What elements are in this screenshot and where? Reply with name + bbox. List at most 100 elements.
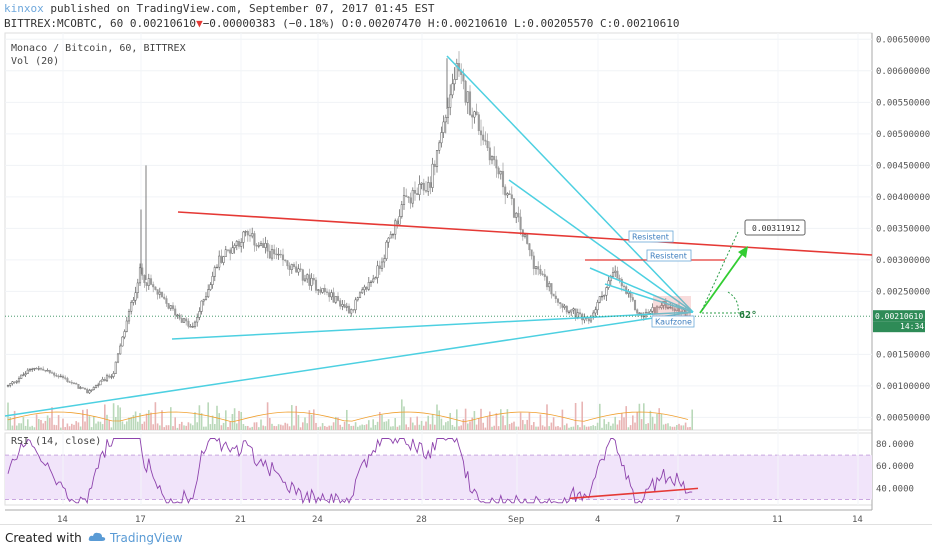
author-link[interactable]: kinxox (4, 2, 44, 15)
candle-body (279, 253, 282, 256)
volume-bar (392, 426, 394, 430)
volume-bar (491, 426, 493, 430)
candle-body (182, 318, 186, 323)
volume-bar (297, 414, 300, 430)
volume-bar (530, 425, 533, 430)
candle-body (449, 94, 452, 108)
candle-body (433, 163, 436, 167)
candle-body (567, 311, 571, 313)
volume-bar (497, 426, 500, 430)
candle-body (143, 275, 146, 283)
candle-body (273, 249, 276, 255)
candle-body (57, 375, 60, 378)
volume-bar (319, 426, 322, 430)
candle-body (130, 302, 133, 312)
volume-bar (625, 406, 627, 430)
candle-body (416, 193, 419, 195)
volume-bar (460, 425, 462, 430)
volume-bar (84, 421, 86, 430)
candle-body (253, 233, 256, 246)
volume-bar (222, 422, 225, 430)
trendline-cyan (446, 55, 694, 313)
volume-bar (183, 425, 185, 430)
price-tick-label: 0.00600000 (876, 67, 930, 77)
candle-body (325, 291, 329, 293)
candle-body (270, 249, 274, 259)
volume-bar (299, 427, 302, 430)
candle-body (257, 244, 260, 247)
volume-bar (561, 409, 564, 430)
candle-body (299, 268, 302, 270)
candle-body (277, 253, 280, 256)
candle-body (358, 292, 362, 298)
volume-bar (9, 417, 11, 430)
volume-bar (220, 425, 223, 430)
volume-bar (478, 418, 480, 430)
volume-bar (484, 427, 487, 430)
arrow-head-icon (738, 246, 748, 258)
candle-body (462, 74, 465, 82)
candle-body (330, 292, 333, 298)
candle-body (323, 287, 326, 293)
candle-body (11, 381, 14, 384)
candle-body (475, 111, 478, 115)
target-box (744, 219, 806, 236)
candle-body (224, 249, 227, 257)
volume-bar (383, 421, 385, 430)
volume-bar (572, 426, 575, 430)
tradingview-link[interactable]: TradingView (110, 531, 183, 545)
volume-bar (409, 417, 412, 430)
legend-rsi: RSI (14, close) (11, 436, 101, 447)
volume-bar (348, 424, 350, 430)
volume-bar (277, 424, 280, 430)
candle-body (490, 156, 494, 161)
candle-body (543, 274, 546, 277)
candle-body (649, 310, 652, 314)
volume-bar (423, 425, 425, 430)
volume-bar (227, 426, 229, 430)
volume-bar (42, 423, 44, 430)
volume-bar (647, 423, 649, 430)
candle-body (31, 368, 34, 371)
volume-bar (401, 399, 403, 430)
candle-body (229, 249, 232, 254)
volume-bar (475, 424, 478, 430)
volume-bar (339, 424, 341, 430)
volume-bar (363, 425, 366, 430)
volume-bar (75, 421, 77, 430)
volume-bar (557, 426, 559, 430)
time-tick-label: 4 (595, 515, 600, 525)
candle-body (171, 305, 175, 310)
candle-body (136, 282, 139, 293)
volume-bar (445, 422, 447, 430)
trendline-cyan (508, 179, 694, 313)
candle-body (46, 370, 49, 372)
candle-body (622, 285, 626, 288)
candle-body (48, 370, 51, 373)
volume-bar (605, 424, 608, 430)
candle-body (86, 389, 89, 394)
volume-bar (93, 416, 95, 430)
candle-body (352, 309, 355, 311)
publish-text: published on TradingView.com, September … (50, 2, 435, 15)
volume-bar (176, 427, 179, 430)
volume-bar (57, 415, 60, 430)
volume-bar (112, 403, 115, 430)
candle-body (317, 289, 320, 291)
volume-bar (77, 422, 80, 430)
time-tick-label: 11 (772, 515, 783, 525)
volume-bar (458, 426, 460, 430)
candle-body (200, 300, 203, 312)
volume-bar (185, 425, 187, 430)
volume-bar (566, 423, 568, 430)
volume-bar (662, 424, 665, 430)
volume-bar (563, 425, 566, 430)
volume-bar (618, 420, 621, 430)
time-tag: 14:34 (900, 322, 924, 331)
volume-bar (163, 427, 165, 430)
volume-bar (537, 426, 539, 430)
candle-body (361, 289, 364, 294)
candle-body (501, 171, 505, 188)
candle-body (506, 193, 509, 196)
